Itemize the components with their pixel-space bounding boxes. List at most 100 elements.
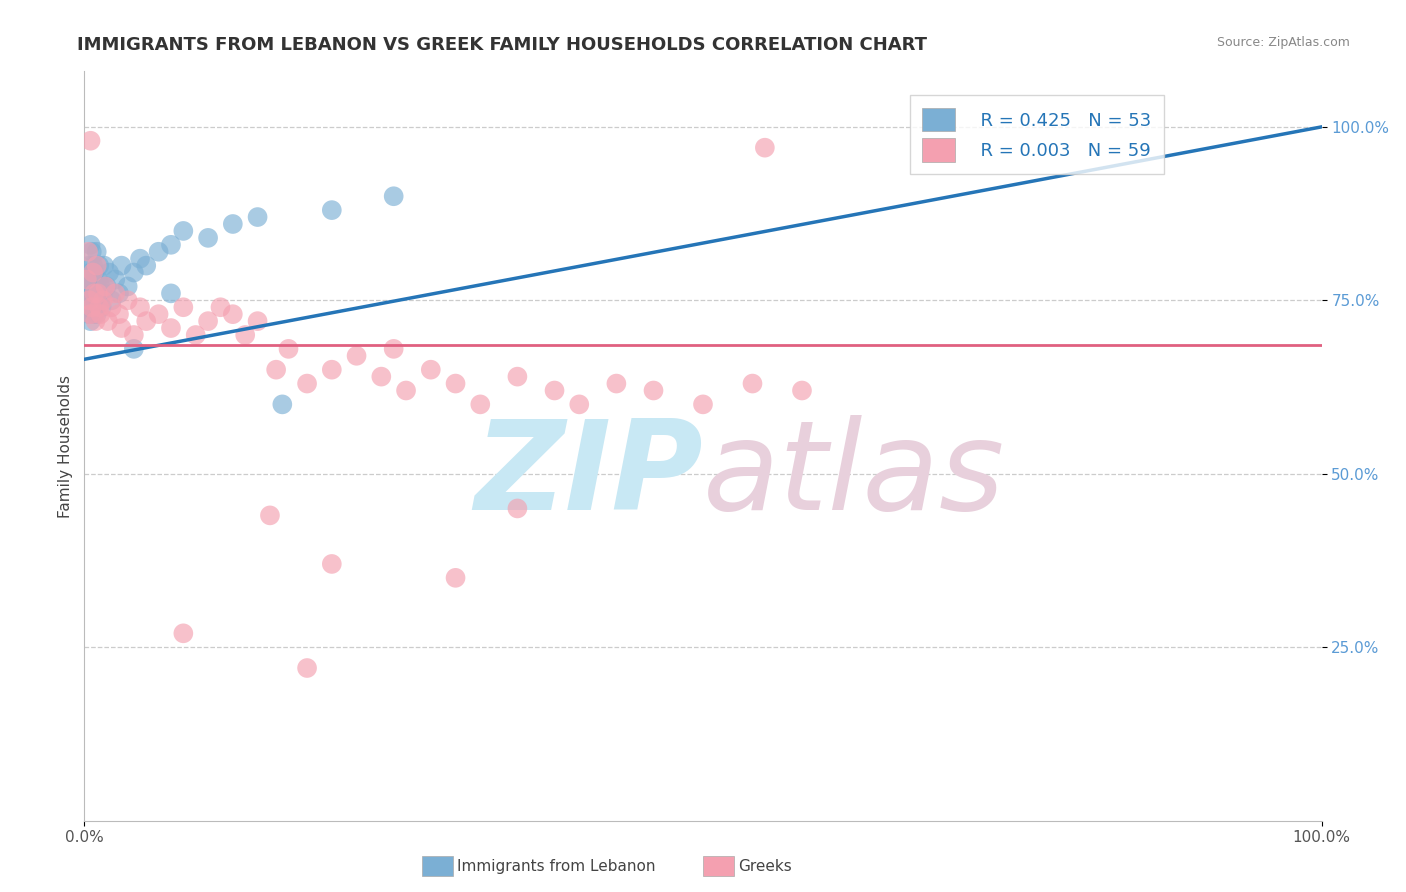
Point xyxy=(82,300,104,314)
Point xyxy=(79,307,101,321)
Text: IMMIGRANTS FROM LEBANON VS GREEK FAMILY HOUSEHOLDS CORRELATION CHART: IMMIGRANTS FROM LEBANON VS GREEK FAMILY … xyxy=(77,36,928,54)
Point xyxy=(122,266,145,280)
Point xyxy=(82,266,104,280)
Point xyxy=(264,362,287,376)
Point xyxy=(506,369,529,384)
Point xyxy=(605,376,627,391)
Point xyxy=(89,293,111,308)
Point xyxy=(79,300,101,314)
Point xyxy=(79,134,101,148)
Point xyxy=(86,307,108,321)
Point xyxy=(77,272,100,286)
Point xyxy=(271,397,294,411)
Point xyxy=(82,279,104,293)
Point xyxy=(80,286,103,301)
Point xyxy=(382,189,405,203)
Point xyxy=(91,293,114,308)
Point xyxy=(117,279,139,293)
Point xyxy=(84,300,107,314)
Point xyxy=(197,231,219,245)
Point xyxy=(83,286,105,301)
Point xyxy=(259,508,281,523)
Point xyxy=(568,397,591,411)
Point xyxy=(346,349,368,363)
Point xyxy=(277,342,299,356)
Point xyxy=(89,300,111,314)
Point xyxy=(86,244,108,259)
Point xyxy=(100,300,122,314)
Point xyxy=(222,217,245,231)
Point xyxy=(91,286,114,301)
Point xyxy=(135,259,157,273)
Point xyxy=(97,314,120,328)
Point xyxy=(321,557,343,571)
Point xyxy=(79,266,101,280)
Point xyxy=(104,286,127,301)
Point xyxy=(692,397,714,411)
Point xyxy=(382,342,405,356)
Point xyxy=(76,286,98,301)
Point xyxy=(172,300,194,314)
Point xyxy=(89,307,111,321)
Point xyxy=(233,328,256,343)
Point xyxy=(444,376,467,391)
Point xyxy=(79,259,101,273)
Point xyxy=(295,661,318,675)
Point xyxy=(82,259,104,273)
Point xyxy=(122,328,145,343)
Point xyxy=(87,272,110,286)
Point xyxy=(83,307,105,321)
Point xyxy=(148,244,170,259)
Point xyxy=(89,259,111,273)
Text: atlas: atlas xyxy=(703,416,1005,536)
Point xyxy=(148,307,170,321)
Point xyxy=(321,362,343,376)
Point xyxy=(79,293,101,308)
Point xyxy=(80,300,103,314)
Point xyxy=(172,626,194,640)
Text: Source: ZipAtlas.com: Source: ZipAtlas.com xyxy=(1216,36,1350,49)
Point xyxy=(419,362,441,376)
Point xyxy=(98,266,121,280)
Point xyxy=(80,272,103,286)
Point xyxy=(108,307,131,321)
Point xyxy=(246,210,269,224)
Point xyxy=(321,203,343,218)
Point xyxy=(100,293,122,308)
Point xyxy=(110,321,132,335)
Point xyxy=(444,571,467,585)
Point xyxy=(87,286,110,301)
Legend:   R = 0.425   N = 53,   R = 0.003   N = 59: R = 0.425 N = 53, R = 0.003 N = 59 xyxy=(910,95,1164,174)
Point xyxy=(76,272,98,286)
Point xyxy=(86,279,108,293)
Point xyxy=(77,244,100,259)
Point xyxy=(370,369,392,384)
Point xyxy=(79,307,101,321)
Point xyxy=(741,376,763,391)
Point xyxy=(86,259,108,273)
Text: ZIP: ZIP xyxy=(474,416,703,536)
Point xyxy=(129,252,152,266)
Point xyxy=(83,286,105,301)
Point xyxy=(160,237,183,252)
Point xyxy=(79,314,101,328)
Point xyxy=(110,259,132,273)
Point xyxy=(184,328,207,343)
Point xyxy=(135,314,157,328)
Point xyxy=(197,314,219,328)
Point xyxy=(129,300,152,314)
Point xyxy=(89,279,111,293)
Point xyxy=(83,266,105,280)
Point xyxy=(754,141,776,155)
Point xyxy=(160,321,183,335)
Point xyxy=(470,397,492,411)
Point xyxy=(80,244,103,259)
Point xyxy=(790,384,813,398)
Point xyxy=(122,342,145,356)
Text: Immigrants from Lebanon: Immigrants from Lebanon xyxy=(457,859,655,873)
Point xyxy=(84,293,107,308)
Point xyxy=(90,300,112,314)
Point xyxy=(96,279,118,293)
Point xyxy=(246,314,269,328)
Point xyxy=(94,279,117,293)
